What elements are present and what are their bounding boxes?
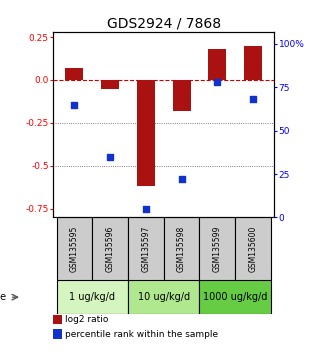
Bar bbox=[56, 217, 92, 280]
Title: GDS2924 / 7868: GDS2924 / 7868 bbox=[107, 17, 221, 31]
Point bbox=[215, 79, 220, 85]
Bar bbox=[128, 217, 164, 280]
Bar bbox=[137, 80, 155, 187]
Bar bbox=[199, 217, 235, 280]
Bar bbox=[173, 80, 190, 111]
Bar bbox=[244, 46, 262, 80]
Point bbox=[179, 176, 184, 182]
Point bbox=[250, 97, 256, 102]
Bar bbox=[53, 330, 62, 338]
Bar bbox=[208, 49, 226, 80]
Text: GSM135596: GSM135596 bbox=[106, 226, 115, 272]
Text: 1 ug/kg/d: 1 ug/kg/d bbox=[69, 292, 115, 302]
Text: dose: dose bbox=[0, 292, 6, 302]
Text: 1000 ug/kg/d: 1000 ug/kg/d bbox=[203, 292, 267, 302]
Bar bbox=[92, 217, 128, 280]
Text: GSM135599: GSM135599 bbox=[213, 226, 222, 272]
Bar bbox=[235, 217, 271, 280]
Point bbox=[143, 206, 148, 212]
Text: log2 ratio: log2 ratio bbox=[65, 315, 108, 324]
Text: percentile rank within the sample: percentile rank within the sample bbox=[65, 330, 218, 339]
Bar bbox=[53, 315, 62, 324]
Bar bbox=[56, 280, 128, 314]
Bar bbox=[128, 280, 199, 314]
Bar bbox=[199, 280, 271, 314]
Point bbox=[72, 102, 77, 108]
Bar bbox=[164, 217, 199, 280]
Text: GSM135598: GSM135598 bbox=[177, 226, 186, 272]
Text: GSM135597: GSM135597 bbox=[141, 226, 150, 272]
Bar bbox=[65, 68, 83, 80]
Text: GSM135595: GSM135595 bbox=[70, 226, 79, 272]
Bar bbox=[101, 80, 119, 88]
Text: 10 ug/kg/d: 10 ug/kg/d bbox=[138, 292, 190, 302]
Text: GSM135600: GSM135600 bbox=[248, 226, 257, 272]
Point bbox=[108, 154, 113, 160]
